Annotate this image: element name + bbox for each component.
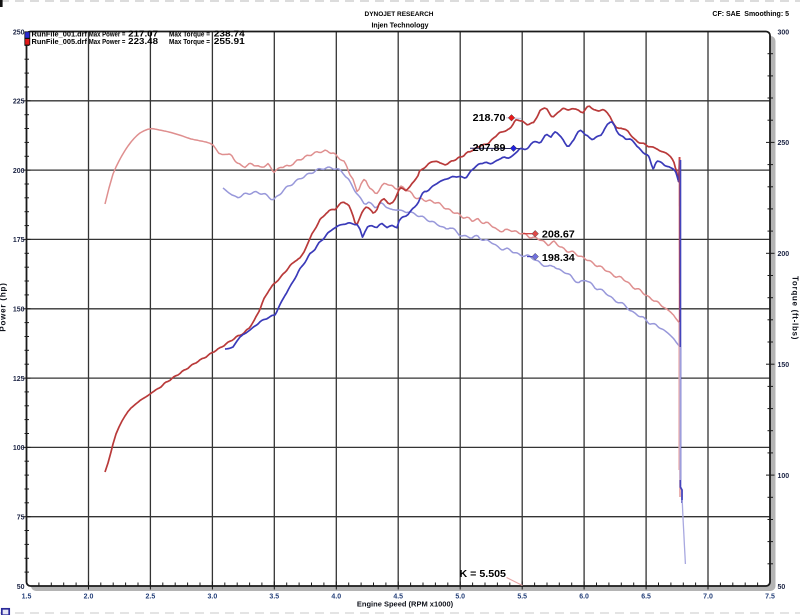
svg-text:7.5: 7.5	[765, 594, 775, 601]
svg-text:3.5: 3.5	[269, 594, 279, 601]
svg-text:4.0: 4.0	[331, 594, 341, 601]
svg-text:Max Power =: Max Power =	[89, 39, 126, 46]
svg-text:150: 150	[13, 307, 25, 314]
svg-text:175: 175	[13, 237, 25, 244]
svg-text:6.5: 6.5	[641, 594, 651, 601]
svg-text:200: 200	[778, 251, 790, 258]
svg-text:125: 125	[13, 376, 25, 383]
svg-text:198.34: 198.34	[542, 253, 575, 264]
svg-text:218.70: 218.70	[473, 113, 506, 124]
svg-text:Injen Technology: Injen Technology	[371, 23, 428, 30]
svg-text:50: 50	[17, 584, 25, 591]
svg-text:5.5: 5.5	[517, 594, 527, 601]
svg-text:DYNOJET RESEARCH: DYNOJET RESEARCH	[365, 11, 434, 18]
svg-text:255.91: 255.91	[214, 37, 246, 46]
svg-text:Max Torque =: Max Torque =	[169, 31, 210, 38]
svg-text:6.0: 6.0	[579, 594, 589, 601]
svg-text:Power (hp): Power (hp)	[0, 282, 8, 331]
svg-text:150: 150	[778, 362, 790, 369]
svg-text:RunFile_001.drf: RunFile_001.drf	[32, 29, 88, 38]
svg-text:Max Power =: Max Power =	[89, 31, 126, 38]
svg-text:2.5: 2.5	[146, 594, 156, 601]
svg-text:225: 225	[13, 99, 25, 106]
svg-text:CF: SAE Smoothing: 5: CF: SAE Smoothing: 5	[712, 11, 789, 18]
svg-text:250: 250	[778, 140, 790, 147]
svg-text:7.0: 7.0	[703, 594, 713, 601]
svg-text:Max Torque =: Max Torque =	[169, 39, 210, 46]
svg-text:250: 250	[13, 29, 25, 36]
svg-text:K = 5.505: K = 5.505	[460, 569, 507, 580]
svg-text:2.0: 2.0	[84, 594, 94, 601]
svg-text:RunFile_005.drf: RunFile_005.drf	[32, 37, 88, 46]
svg-text:3.0: 3.0	[208, 594, 218, 601]
svg-text:217.07: 217.07	[128, 29, 158, 38]
svg-text:5.0: 5.0	[455, 594, 465, 601]
svg-text:208.67: 208.67	[542, 229, 575, 240]
svg-text:100: 100	[13, 445, 25, 452]
svg-text:Engine Speed (RPM x1000): Engine Speed (RPM x1000)	[357, 600, 454, 609]
svg-text:50: 50	[778, 584, 786, 591]
svg-text:4.5: 4.5	[393, 594, 403, 601]
svg-text:100: 100	[778, 473, 790, 480]
svg-text:223.48: 223.48	[128, 37, 158, 46]
svg-text:1.5: 1.5	[22, 594, 32, 601]
svg-text:238.74: 238.74	[214, 29, 246, 38]
svg-text:200: 200	[13, 168, 25, 175]
svg-text:300: 300	[778, 29, 790, 36]
svg-text:207.89: 207.89	[473, 143, 506, 154]
svg-text:Torque (ft-lbs): Torque (ft-lbs)	[791, 276, 800, 340]
svg-text:75: 75	[17, 515, 25, 522]
